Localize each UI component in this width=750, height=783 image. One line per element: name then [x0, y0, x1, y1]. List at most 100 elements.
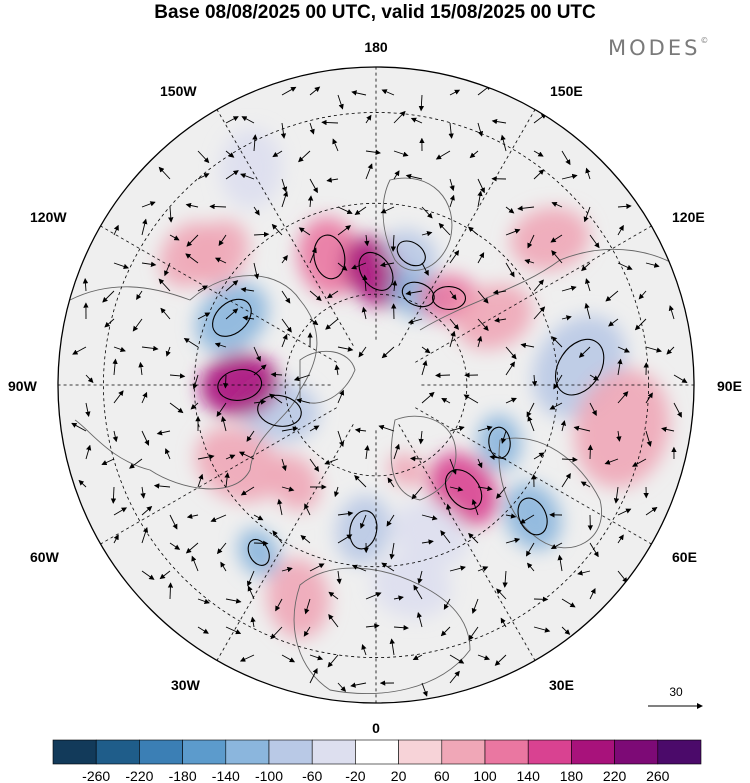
wind-vector-164: [333, 486, 340, 498]
wind-vector-373: [645, 506, 658, 516]
wind-vector-375: [666, 346, 675, 355]
wind-vector-146: [304, 598, 311, 615]
wind-vector-343: [573, 425, 591, 432]
wind-vector-183: [364, 444, 370, 460]
wind-vector-40: [165, 346, 171, 357]
wind-vector-219: [405, 290, 423, 296]
wind-vector-48: [159, 570, 171, 580]
wind-vector-124: [281, 566, 293, 573]
wind-vector-221: [421, 346, 431, 354]
vector-key-label: 30: [669, 685, 683, 699]
wind-vector-357: [617, 391, 629, 404]
wind-vector-243: [449, 330, 456, 348]
colorbar-tick-5: -60: [302, 768, 322, 783]
wind-vector-276: [477, 654, 490, 661]
wind-vector-237: [449, 178, 455, 192]
wind-vector-159: [337, 346, 354, 352]
anomaly-blob-14: [266, 558, 330, 639]
wind-vector-280: [505, 206, 515, 214]
wind-vector-259: [477, 178, 485, 194]
wind-vector-312: [525, 542, 535, 557]
anomaly-blob-9: [503, 482, 562, 551]
wind-vector-235: [448, 122, 454, 139]
wind-vector-93: [240, 287, 255, 293]
wind-vector-254: [449, 654, 465, 664]
wind-vector-44: [164, 448, 171, 460]
colorbar-swatch-3: [182, 739, 227, 765]
wind-vector-102: [253, 540, 269, 547]
wind-vector-324: [553, 374, 563, 390]
wind-vector-286: [505, 361, 515, 376]
wind-vector-109: [272, 150, 283, 158]
wind-vector-315: [533, 626, 551, 633]
wind-vector-0: [82, 278, 89, 292]
anomaly-blob-23: [510, 207, 590, 271]
wind-vector-170: [327, 654, 339, 668]
wind-vector-304: [533, 306, 546, 320]
wind-vector-126: [270, 626, 283, 640]
wind-vector-163: [324, 458, 339, 465]
wind-vector-59: [190, 402, 199, 410]
wind-vector-85: [225, 598, 242, 604]
colorbar-swatch-13: [614, 739, 659, 765]
wind-vectors: [71, 84, 688, 697]
wind-vector-340: [578, 346, 591, 358]
lon-label-120w: 120W: [30, 209, 67, 225]
wind-vector-261: [468, 226, 479, 236]
anomaly-blob-11: [391, 501, 469, 568]
wind-vector-147: [303, 626, 311, 637]
wind-vector-208: [393, 595, 404, 601]
wind-vector-80: [225, 454, 236, 460]
wind-vector-218: [421, 262, 429, 276]
wind-vector-61: [197, 454, 215, 460]
wind-vector-305: [520, 342, 535, 349]
wind-vector-73: [214, 257, 227, 264]
wind-vector-123: [272, 530, 283, 544]
wind-vector-99: [238, 451, 255, 460]
wind-vector-189: [365, 623, 380, 629]
wind-vector-77: [222, 374, 229, 389]
contour-2: [396, 240, 426, 267]
wind-vector-225: [409, 455, 423, 462]
wind-vector-67: [197, 626, 209, 634]
wind-vector-249: [446, 503, 452, 516]
wind-vector-28: [141, 430, 150, 446]
lon-label-60e: 60E: [672, 549, 697, 565]
wind-vector-10: [102, 290, 115, 303]
brand-mark: ©: [700, 36, 709, 45]
wind-vector-232: [412, 654, 423, 660]
wind-vector-348: [577, 570, 591, 576]
wind-vector-176: [354, 206, 367, 216]
wind-vector-303: [533, 279, 544, 292]
wind-vector-362: [617, 534, 624, 544]
wind-vector-298: [533, 150, 544, 157]
wind-vector-47: [169, 542, 181, 550]
wind-vector-113: [281, 255, 288, 264]
wind-vector-154: [337, 206, 353, 214]
wind-vector-107: [281, 86, 297, 96]
wind-vector-182: [354, 427, 367, 433]
wind-vector-301: [527, 234, 535, 249]
wind-vector-79: [220, 416, 227, 432]
contour-0: [313, 234, 346, 280]
wind-vector-318: [551, 201, 563, 208]
wind-vector-12: [113, 346, 126, 352]
wind-vector-6: [85, 444, 92, 460]
wind-vector-136: [309, 318, 319, 326]
anomaly-blob-7: [574, 369, 670, 488]
wind-vector-187: [351, 564, 367, 572]
wind-vector-199: [391, 280, 398, 292]
wind-vector-327: [561, 456, 578, 463]
wind-vector-210: [389, 638, 395, 656]
wind-vector-96: [253, 364, 267, 376]
colorbar-tick-10: 140: [517, 768, 541, 783]
wind-vector-283: [492, 289, 507, 295]
wind-vector-90: [253, 206, 260, 216]
wind-vector-217: [421, 231, 433, 237]
colorbar-tick-3: -140: [212, 768, 240, 783]
wind-vector-43: [156, 430, 171, 436]
wind-vector-351: [617, 224, 624, 236]
wind-vector-332: [561, 598, 576, 608]
colorbar-swatch-1: [95, 739, 140, 765]
anomaly-blob-16: [195, 426, 282, 503]
